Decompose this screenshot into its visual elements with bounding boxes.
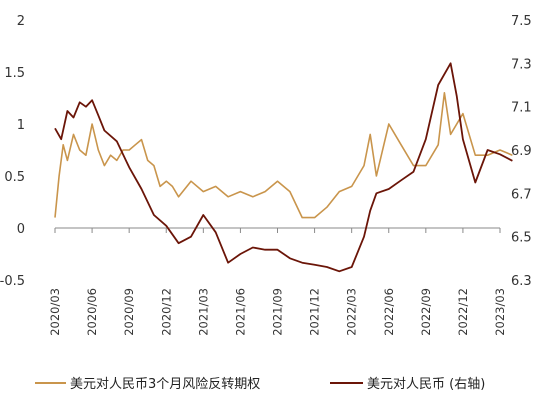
x-tick-label: 2022/09 bbox=[419, 288, 433, 336]
right-tick-label: 7.3 bbox=[511, 57, 532, 72]
left-axis-ticks: -0.5 0 0.5 1 1.5 2 bbox=[0, 14, 25, 289]
risk-reversal-series-line bbox=[54, 92, 513, 219]
x-tick-label: 2023/03 bbox=[493, 288, 507, 336]
x-tick-label: 2022/06 bbox=[382, 288, 396, 336]
left-tick-label: 0 bbox=[17, 222, 25, 237]
right-tick-label: 6.9 bbox=[511, 144, 532, 159]
x-tick-label: 2020/03 bbox=[48, 288, 62, 336]
right-tick-label: 6.5 bbox=[511, 231, 532, 246]
left-tick-label: 0.5 bbox=[4, 170, 25, 185]
x-tick-label: 2020/09 bbox=[122, 288, 136, 336]
x-tick-label: 2020/12 bbox=[159, 288, 173, 336]
right-tick-label: 6.3 bbox=[511, 274, 532, 289]
x-tick-label: 2021/12 bbox=[308, 288, 322, 336]
right-tick-label: 7.5 bbox=[511, 14, 532, 29]
x-tick-label: 2022/03 bbox=[345, 288, 359, 336]
x-tick-label: 2021/09 bbox=[271, 288, 285, 336]
left-tick-label: 1 bbox=[17, 118, 25, 133]
legend-label-usdcny: 美元对人民币 (右轴) bbox=[367, 377, 485, 392]
x-tick-label: 2021/06 bbox=[233, 288, 247, 336]
x-tick-label: 2020/06 bbox=[85, 288, 99, 336]
x-tick-label: 2021/03 bbox=[196, 288, 210, 336]
legend: 美元对人民币3个月风险反转期权 美元对人民币 (右轴) bbox=[35, 376, 485, 392]
right-tick-label: 6.7 bbox=[511, 187, 532, 202]
series-lines bbox=[54, 62, 513, 273]
left-tick-label: 1.5 bbox=[4, 66, 25, 81]
left-tick-label: 2 bbox=[17, 14, 25, 29]
usdcny-series-line bbox=[54, 62, 513, 273]
right-axis-ticks: 6.3 6.5 6.7 6.9 7.1 7.3 7.5 bbox=[511, 14, 532, 289]
legend-label-risk-reversal: 美元对人民币3个月风险反转期权 bbox=[70, 376, 260, 392]
x-axis-ticks: 2020/03 2020/06 2020/09 2020/12 2021/03 2021/… bbox=[48, 228, 507, 336]
x-tick-label: 2022/12 bbox=[456, 288, 470, 336]
left-tick-label: -0.5 bbox=[0, 274, 25, 289]
right-tick-label: 7.1 bbox=[511, 101, 532, 116]
